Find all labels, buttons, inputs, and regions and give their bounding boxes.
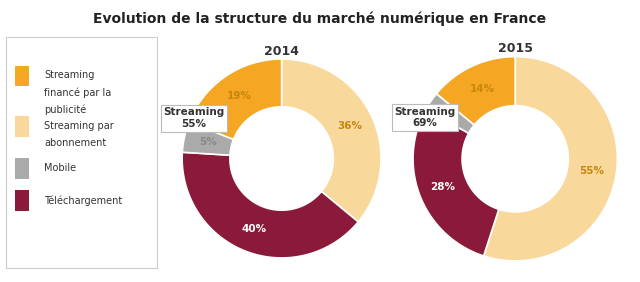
Text: 36%: 36% <box>337 121 362 131</box>
Text: Mobile: Mobile <box>44 163 76 173</box>
Text: Téléchargement: Téléchargement <box>44 195 122 206</box>
Text: Streaming
69%: Streaming 69% <box>395 107 456 128</box>
Bar <box>15 158 29 179</box>
Polygon shape <box>182 152 358 258</box>
Bar <box>15 116 29 137</box>
Text: Streaming
55%: Streaming 55% <box>163 107 225 129</box>
Text: financé par la: financé par la <box>44 87 111 98</box>
Text: 28%: 28% <box>431 182 456 192</box>
Polygon shape <box>182 122 234 155</box>
Polygon shape <box>413 110 499 256</box>
Polygon shape <box>436 57 515 125</box>
Text: 3%: 3% <box>442 110 460 120</box>
Text: 5%: 5% <box>199 137 217 147</box>
Text: 55%: 55% <box>579 166 604 176</box>
Text: abonnement: abonnement <box>44 138 106 148</box>
Text: 40%: 40% <box>241 224 266 234</box>
Polygon shape <box>282 59 381 222</box>
Text: 2015: 2015 <box>498 42 532 55</box>
Text: Streaming par: Streaming par <box>44 121 114 131</box>
Polygon shape <box>484 57 618 261</box>
Polygon shape <box>189 59 282 139</box>
Text: 19%: 19% <box>227 91 252 101</box>
Text: Evolution de la structure du marché numérique en France: Evolution de la structure du marché numé… <box>93 11 547 26</box>
Text: publicité: publicité <box>44 105 86 115</box>
Bar <box>15 66 29 86</box>
Text: 14%: 14% <box>470 83 495 94</box>
Text: Streaming: Streaming <box>44 70 94 80</box>
Text: 2014: 2014 <box>264 45 299 58</box>
Bar <box>15 190 29 211</box>
Polygon shape <box>426 94 474 133</box>
